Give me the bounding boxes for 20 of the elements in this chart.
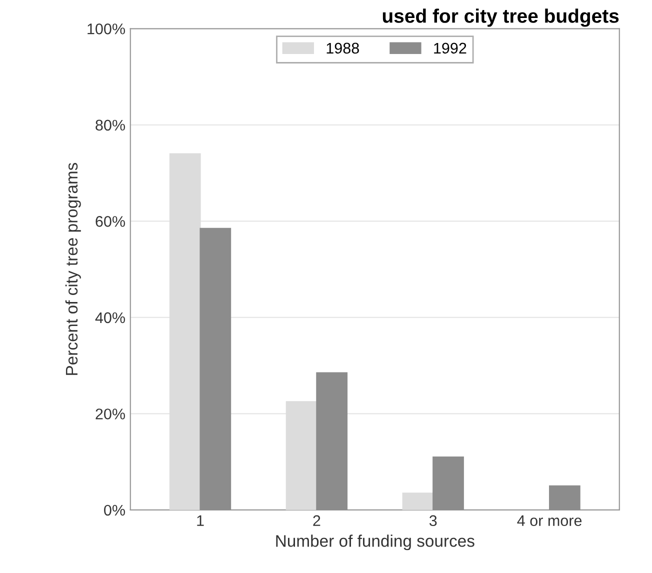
bar	[200, 228, 232, 510]
bar	[402, 492, 434, 510]
y-tick-label: 80%	[96, 120, 125, 131]
x-tick-label: 1	[197, 515, 204, 526]
x-tick-label: 4 or more	[517, 515, 582, 526]
y-tick-label: 100%	[88, 24, 125, 34]
y-tick-label: 20%	[96, 408, 125, 420]
legend-label: 1992	[434, 42, 466, 54]
bar	[432, 456, 464, 510]
x-tick-label: 2	[313, 515, 320, 526]
bar	[548, 485, 580, 510]
bar	[316, 372, 348, 510]
y-tick-label: 0%	[104, 504, 125, 516]
x-tick-label: 3	[429, 515, 437, 526]
legend-label: 1988	[326, 42, 359, 54]
y-axis-title: Percent of city tree programs	[65, 162, 81, 375]
chart-title: used for city tree budgets	[382, 8, 619, 27]
y-tick-label: 40%	[95, 312, 125, 324]
y-tick-label: 60%	[96, 216, 125, 227]
x-axis-title: Number of funding sources	[276, 534, 474, 550]
